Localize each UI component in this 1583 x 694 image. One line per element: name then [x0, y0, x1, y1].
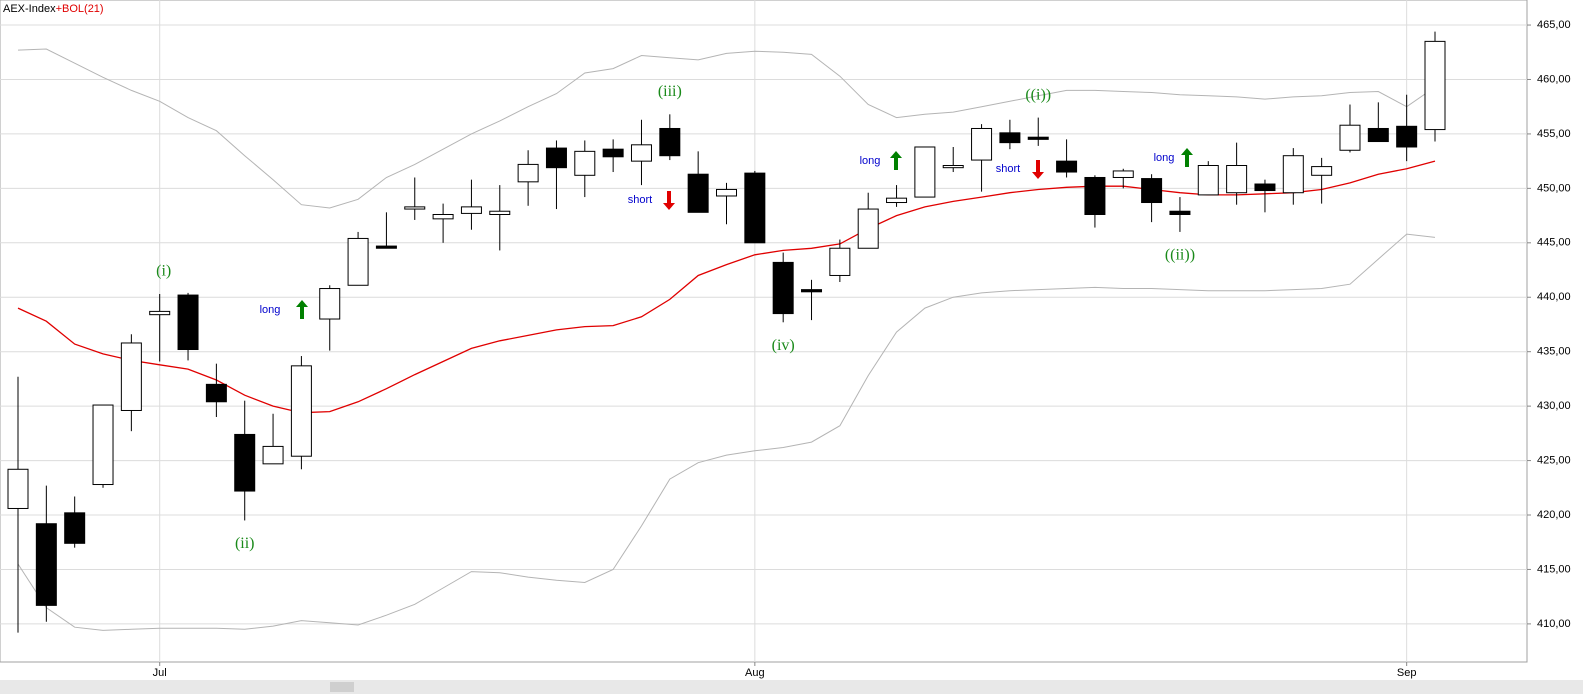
candle-body — [772, 261, 794, 315]
candle-body — [1056, 160, 1078, 173]
candle-body — [999, 132, 1021, 144]
y-tick-label: 435,00 — [1537, 346, 1571, 358]
candle-body — [120, 342, 142, 411]
candle-body — [1169, 210, 1191, 215]
candle-body — [1254, 183, 1276, 192]
candle-body — [1112, 170, 1134, 178]
wave-label: (ii) — [235, 535, 255, 552]
candle-body — [886, 197, 908, 204]
candle-body — [1027, 136, 1049, 140]
x-tick-label: Aug — [745, 667, 765, 679]
y-tick-label: 465,00 — [1537, 19, 1571, 31]
candle-body — [205, 383, 227, 403]
y-tick-label: 440,00 — [1537, 291, 1571, 303]
candle-body — [687, 173, 709, 213]
y-tick-label: 420,00 — [1537, 509, 1571, 521]
candle-body — [857, 208, 879, 249]
signal-label: long — [860, 155, 881, 167]
y-tick-label: 430,00 — [1537, 400, 1571, 412]
candle-body — [602, 148, 624, 158]
candle-body — [1339, 124, 1361, 151]
scroll-thumb[interactable] — [330, 682, 354, 692]
band-lower — [17, 233, 1436, 631]
signal-arrow — [296, 300, 308, 319]
y-tick-label: 455,00 — [1537, 128, 1571, 140]
candle-body — [801, 289, 823, 293]
candle-body — [1197, 165, 1219, 196]
candle-body — [64, 512, 86, 544]
signal-arrow — [1181, 148, 1193, 167]
candle-body — [716, 188, 737, 197]
signal-label: long — [1154, 152, 1175, 164]
candle-body — [7, 468, 29, 509]
y-tick-label: 450,00 — [1537, 182, 1571, 194]
signal-label: short — [628, 194, 652, 206]
candle-body — [234, 433, 256, 492]
signal-arrow — [1032, 160, 1044, 179]
candle-body — [1424, 40, 1446, 131]
candle-body — [1282, 155, 1304, 194]
candle-body — [1367, 127, 1389, 143]
candle-body — [1141, 178, 1163, 204]
candle-body — [574, 150, 596, 176]
candle-body — [545, 147, 567, 169]
candle-body — [744, 172, 766, 244]
y-tick-label: 425,00 — [1537, 454, 1571, 466]
candle-body — [914, 146, 936, 198]
x-tick-label: Sep — [1397, 667, 1417, 679]
candle-body — [829, 247, 851, 276]
candle-body — [432, 213, 454, 220]
y-tick-label: 415,00 — [1537, 563, 1571, 575]
wave-label: (i) — [156, 263, 171, 280]
candle-body — [1226, 165, 1248, 194]
candle-body — [290, 365, 312, 457]
candle-body — [375, 245, 397, 249]
candle-body — [517, 163, 539, 183]
y-tick-label: 410,00 — [1537, 618, 1571, 630]
candle-body — [1396, 125, 1418, 148]
signal-arrow — [663, 191, 675, 210]
band-upper — [17, 48, 1436, 209]
candle-body — [319, 288, 341, 320]
scrollbar[interactable] — [0, 680, 1583, 694]
candle-body — [35, 523, 57, 606]
plot-area — [0, 0, 1528, 663]
candle-body — [262, 445, 284, 465]
chart-title: AEX-Index+BOL(21) — [3, 3, 104, 15]
candle-body — [149, 310, 171, 316]
candle-body — [460, 206, 482, 214]
wave-label: ((i)) — [1025, 86, 1051, 103]
candle-body — [659, 127, 681, 157]
candle-body — [92, 404, 114, 486]
y-tick-label: 445,00 — [1537, 237, 1571, 249]
title: AEX-Index — [3, 3, 56, 15]
candle-body — [942, 165, 964, 169]
candle-body — [177, 294, 199, 351]
x-tick-label: Jul — [153, 667, 167, 679]
candle-body — [347, 237, 369, 286]
candle-body — [1084, 176, 1106, 215]
signal-arrow — [890, 151, 902, 170]
wave-label: (iv) — [772, 337, 795, 354]
indicator: +BOL(21) — [56, 3, 104, 15]
y-tick-label: 460,00 — [1537, 73, 1571, 85]
candle-body — [489, 210, 511, 215]
candle-body — [404, 206, 426, 210]
signal-label: short — [996, 163, 1020, 175]
wave-label: ((ii)) — [1165, 247, 1195, 264]
candle-body — [1311, 166, 1333, 176]
signal-label: long — [260, 304, 281, 316]
candle-body — [971, 127, 993, 161]
candle-body — [630, 144, 652, 162]
wave-label: (iii) — [658, 83, 682, 100]
